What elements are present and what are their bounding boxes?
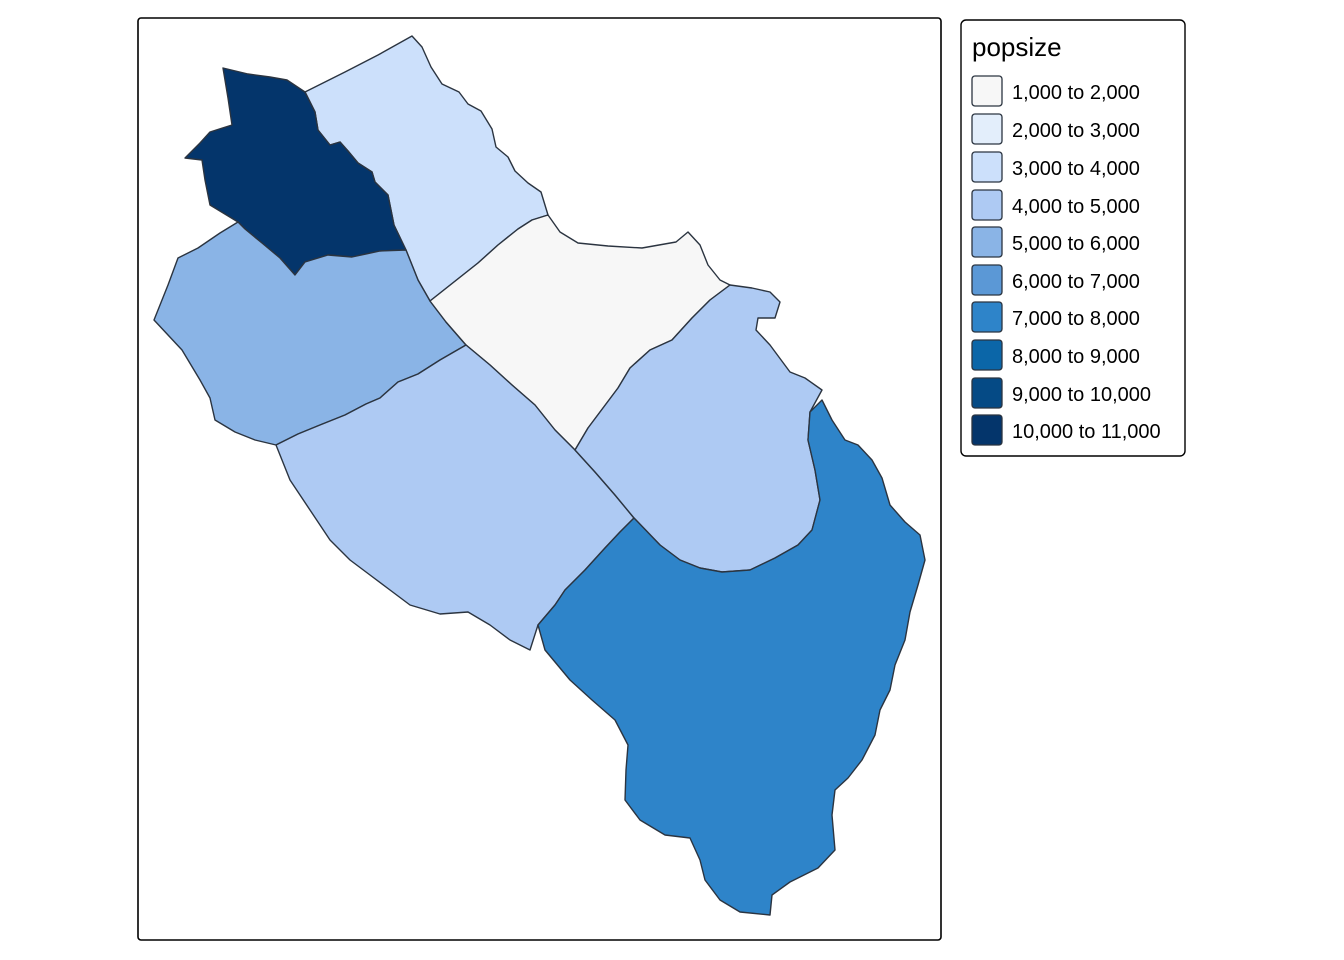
legend-swatch: [971, 113, 1003, 145]
legend-label: 2,000 to 3,000: [1012, 120, 1140, 142]
legend-label: 5,000 to 6,000: [1012, 233, 1140, 255]
legend-label: 6,000 to 7,000: [1012, 271, 1140, 293]
legend-swatch: [971, 301, 1003, 333]
legend-label: 8,000 to 9,000: [1012, 346, 1140, 368]
legend-item: 3,000 to 4,000: [971, 151, 1140, 183]
region-southeast: [537, 399, 926, 916]
map-regions: [153, 35, 926, 916]
legend: popsize 1,000 to 2,000 2,000 to 3,000 3,…: [960, 19, 1186, 457]
legend-swatch: [971, 151, 1003, 183]
legend-swatch: [971, 189, 1003, 221]
legend-item: 7,000 to 8,000: [971, 301, 1140, 333]
legend-swatch: [971, 75, 1003, 107]
legend-swatch: [971, 377, 1003, 409]
legend-swatch: [971, 339, 1003, 371]
legend-label: 4,000 to 5,000: [1012, 196, 1140, 218]
legend-item: 4,000 to 5,000: [971, 189, 1140, 221]
legend-label: 1,000 to 2,000: [1012, 82, 1140, 104]
legend-label: 3,000 to 4,000: [1012, 158, 1140, 180]
legend-item: 10,000 to 11,000: [971, 414, 1161, 446]
map-frame: [137, 17, 942, 941]
legend-swatch: [971, 414, 1003, 446]
legend-item: 8,000 to 9,000: [971, 339, 1140, 371]
legend-item: 6,000 to 7,000: [971, 264, 1140, 296]
legend-swatch: [971, 264, 1003, 296]
legend-label: 9,000 to 10,000: [1012, 384, 1151, 406]
legend-item: 5,000 to 6,000: [971, 226, 1140, 258]
legend-box: [960, 19, 1186, 457]
legend-item: 1,000 to 2,000: [971, 75, 1140, 107]
legend-title: popsize: [972, 32, 1062, 62]
legend-swatch: [971, 226, 1003, 258]
legend-label: 7,000 to 8,000: [1012, 308, 1140, 330]
legend-label: 10,000 to 11,000: [1012, 421, 1161, 443]
legend-item: 2,000 to 3,000: [971, 113, 1140, 145]
legend-item: 9,000 to 10,000: [971, 377, 1151, 409]
